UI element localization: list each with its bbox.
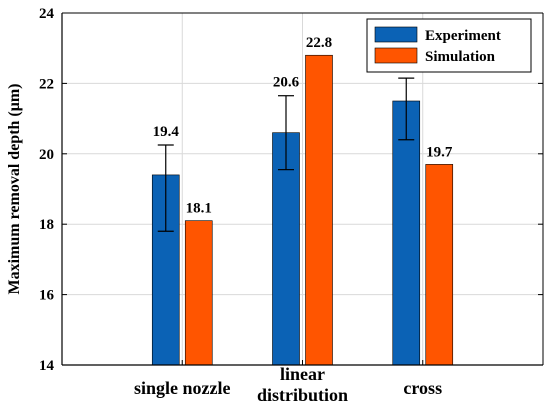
x-category-label-line: distribution	[257, 385, 348, 405]
y-tick-label: 14	[39, 358, 55, 374]
bar-simulation-2	[425, 164, 454, 366]
bar-simulation-1	[305, 54, 333, 366]
legend-swatch-experiment	[374, 26, 418, 43]
x-category-label-line: linear	[280, 364, 325, 384]
data-label-experiment-1: 20.6	[273, 75, 300, 91]
x-category-label: linear distribution	[257, 364, 348, 405]
y-tick-label: 16	[39, 288, 55, 304]
x-category-label-line: single nozzle	[134, 378, 231, 398]
y-tick-label: 18	[39, 217, 54, 233]
x-category-label: single nozzle	[134, 378, 231, 398]
x-category-label-line: cross	[403, 378, 442, 398]
bar-simulation-0	[184, 220, 213, 366]
y-tick-label: 22	[39, 76, 54, 92]
bar-experiment-2	[392, 100, 421, 366]
y-tick-label: 20	[39, 147, 54, 163]
x-category-label: cross	[403, 378, 442, 398]
y-tick-label: 24	[39, 6, 55, 22]
data-label-simulation-2: 19.7	[426, 144, 453, 160]
data-label-simulation-0: 18.1	[186, 201, 212, 217]
legend-label-experiment: Experiment	[425, 28, 501, 44]
legend-label-simulation: Simulation	[425, 49, 496, 65]
bar-experiment-1	[272, 132, 300, 366]
data-label-experiment-0: 19.4	[153, 124, 180, 140]
data-label-simulation-1: 22.8	[306, 35, 332, 51]
legend-swatch-simulation	[374, 47, 418, 64]
y-axis-title: Maximum removal depth (μm)	[6, 84, 23, 295]
